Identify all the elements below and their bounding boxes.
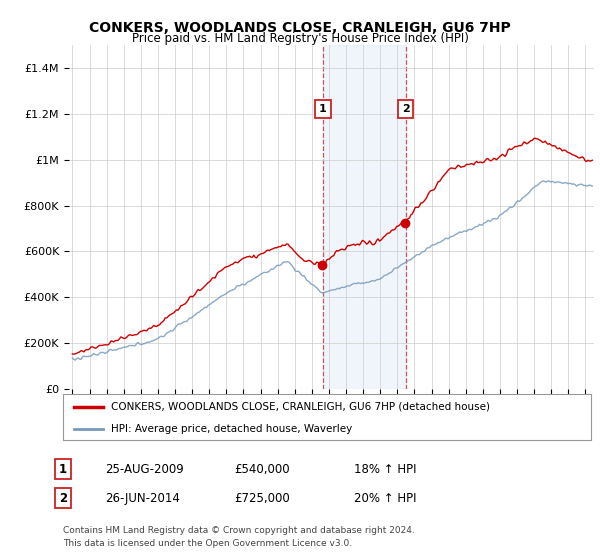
Text: Price paid vs. HM Land Registry's House Price Index (HPI): Price paid vs. HM Land Registry's House … bbox=[131, 32, 469, 45]
Text: Contains HM Land Registry data © Crown copyright and database right 2024.: Contains HM Land Registry data © Crown c… bbox=[63, 526, 415, 535]
Text: 18% ↑ HPI: 18% ↑ HPI bbox=[354, 463, 416, 476]
Text: 25-AUG-2009: 25-AUG-2009 bbox=[105, 463, 184, 476]
Text: 1: 1 bbox=[59, 463, 67, 476]
Text: 26-JUN-2014: 26-JUN-2014 bbox=[105, 492, 180, 505]
Text: CONKERS, WOODLANDS CLOSE, CRANLEIGH, GU6 7HP (detached house): CONKERS, WOODLANDS CLOSE, CRANLEIGH, GU6… bbox=[110, 402, 490, 412]
Text: 1: 1 bbox=[319, 104, 327, 114]
Text: £540,000: £540,000 bbox=[234, 463, 290, 476]
Text: CONKERS, WOODLANDS CLOSE, CRANLEIGH, GU6 7HP: CONKERS, WOODLANDS CLOSE, CRANLEIGH, GU6… bbox=[89, 21, 511, 35]
Text: HPI: Average price, detached house, Waverley: HPI: Average price, detached house, Wave… bbox=[110, 424, 352, 435]
Bar bbox=[323, 45, 406, 389]
Text: £725,000: £725,000 bbox=[234, 492, 290, 505]
Text: 20% ↑ HPI: 20% ↑ HPI bbox=[354, 492, 416, 505]
Text: 2: 2 bbox=[59, 492, 67, 505]
Text: 2: 2 bbox=[402, 104, 410, 114]
Text: This data is licensed under the Open Government Licence v3.0.: This data is licensed under the Open Gov… bbox=[63, 539, 352, 548]
